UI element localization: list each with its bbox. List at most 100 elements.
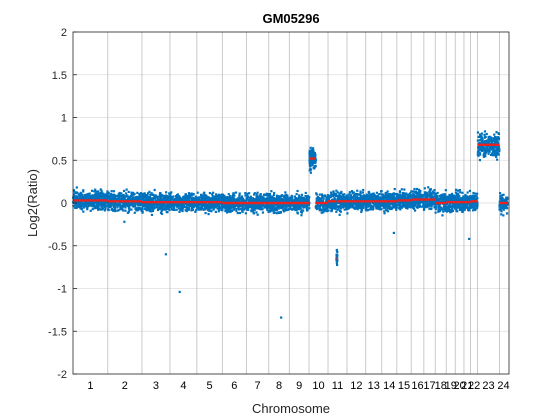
data-point bbox=[250, 203, 253, 206]
data-point bbox=[405, 201, 408, 204]
data-point bbox=[274, 207, 278, 210]
data-point bbox=[380, 204, 384, 207]
data-point bbox=[314, 158, 317, 161]
data-point bbox=[199, 202, 203, 205]
data-point bbox=[224, 209, 227, 213]
data-point bbox=[414, 197, 417, 200]
data-point bbox=[241, 210, 244, 213]
data-point bbox=[343, 193, 346, 196]
data-point bbox=[396, 195, 399, 198]
data-point bbox=[110, 208, 113, 211]
data-point bbox=[368, 194, 371, 197]
data-point bbox=[256, 200, 259, 203]
data-point bbox=[455, 205, 458, 208]
data-point bbox=[163, 194, 166, 198]
data-point bbox=[99, 188, 102, 191]
data-point bbox=[190, 206, 194, 209]
data-point bbox=[250, 200, 253, 203]
data-point bbox=[300, 211, 304, 214]
data-point bbox=[309, 155, 312, 158]
data-point bbox=[385, 208, 388, 211]
data-point bbox=[260, 197, 263, 200]
data-point bbox=[210, 206, 213, 209]
data-point bbox=[199, 207, 202, 210]
data-point bbox=[216, 195, 219, 198]
data-point bbox=[153, 188, 156, 192]
data-point bbox=[377, 207, 380, 210]
data-point bbox=[76, 192, 79, 195]
data-point bbox=[400, 197, 403, 200]
data-point bbox=[258, 207, 261, 210]
data-point bbox=[489, 136, 492, 139]
data-point bbox=[329, 195, 332, 198]
data-point bbox=[304, 200, 307, 203]
data-point bbox=[275, 196, 279, 199]
data-point bbox=[211, 195, 215, 198]
data-point bbox=[76, 201, 79, 204]
data-point bbox=[456, 189, 460, 192]
data-point bbox=[357, 193, 360, 196]
data-point bbox=[441, 193, 445, 196]
data-point bbox=[425, 202, 428, 205]
data-point bbox=[327, 209, 330, 212]
data-point bbox=[146, 208, 149, 212]
data-point bbox=[247, 200, 251, 203]
data-point bbox=[315, 197, 318, 200]
data-point bbox=[82, 210, 85, 213]
data-point bbox=[104, 195, 107, 198]
data-point bbox=[375, 191, 378, 194]
data-point bbox=[293, 205, 296, 208]
data-point bbox=[166, 195, 170, 198]
data-point bbox=[435, 192, 438, 195]
data-point bbox=[200, 203, 203, 207]
data-point bbox=[268, 205, 271, 208]
data-point bbox=[446, 197, 450, 200]
data-point bbox=[192, 206, 195, 209]
data-point bbox=[212, 203, 216, 206]
data-point bbox=[80, 207, 83, 210]
data-point bbox=[100, 205, 103, 208]
data-point bbox=[349, 194, 352, 197]
data-point bbox=[415, 199, 418, 203]
data-point bbox=[94, 206, 97, 209]
data-point bbox=[302, 209, 305, 212]
data-point bbox=[326, 194, 329, 197]
data-point bbox=[165, 195, 168, 199]
data-point bbox=[474, 202, 477, 205]
data-point bbox=[383, 212, 386, 215]
data-point bbox=[141, 194, 144, 197]
data-point bbox=[466, 195, 469, 198]
data-point bbox=[244, 207, 247, 210]
data-point bbox=[228, 210, 231, 213]
data-point bbox=[191, 199, 194, 202]
data-point bbox=[478, 158, 481, 162]
data-point bbox=[297, 199, 300, 202]
data-point bbox=[184, 193, 187, 196]
data-point bbox=[476, 151, 480, 154]
data-point bbox=[201, 203, 204, 206]
data-point bbox=[417, 191, 420, 195]
data-point bbox=[130, 202, 133, 206]
data-point bbox=[398, 200, 401, 204]
data-point bbox=[436, 200, 439, 203]
data-point bbox=[293, 198, 297, 201]
data-point bbox=[445, 206, 449, 209]
data-point bbox=[168, 208, 171, 212]
data-point bbox=[124, 203, 128, 206]
data-point bbox=[120, 206, 123, 209]
data-point bbox=[169, 205, 172, 208]
data-point bbox=[338, 192, 341, 195]
data-point bbox=[104, 202, 107, 205]
data-point bbox=[440, 206, 443, 209]
data-point bbox=[274, 199, 277, 202]
data-point bbox=[398, 206, 401, 209]
data-point bbox=[106, 205, 109, 208]
data-point bbox=[501, 205, 505, 208]
data-point bbox=[178, 195, 181, 199]
data-point bbox=[214, 198, 217, 201]
data-point bbox=[221, 204, 224, 207]
data-point bbox=[488, 147, 491, 150]
data-point bbox=[277, 196, 280, 199]
data-point bbox=[122, 202, 125, 205]
data-point bbox=[82, 206, 85, 209]
